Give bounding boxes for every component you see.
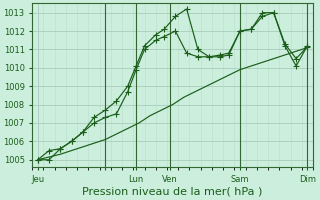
X-axis label: Pression niveau de la mer( hPa ): Pression niveau de la mer( hPa )	[83, 187, 263, 197]
